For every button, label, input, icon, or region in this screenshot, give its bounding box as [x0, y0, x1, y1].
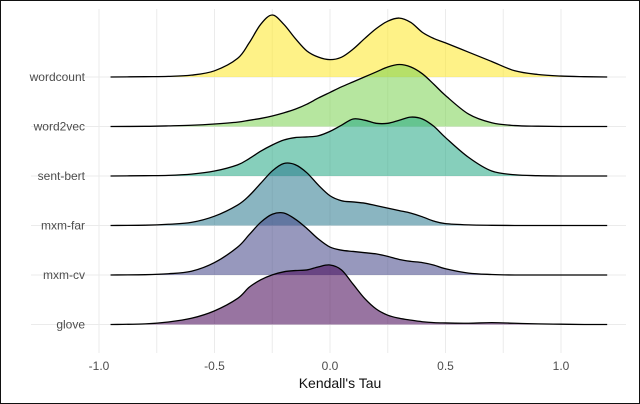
- ridge-area-glove: [110, 264, 608, 325]
- x-tick-label: 0.0: [322, 359, 339, 373]
- y-label-sent-bert: sent-bert: [38, 169, 86, 183]
- y-label-wordcount: wordcount: [29, 70, 86, 84]
- x-tick-labels: -1.0 -0.5 0.0 0.5 1.0: [89, 359, 570, 373]
- ridge-line-mxm-cv: [110, 211, 608, 276]
- ridge-area-wordcount: [110, 15, 608, 77]
- y-label-word2vec: word2vec: [33, 120, 85, 134]
- x-tick-label: 1.0: [553, 359, 570, 373]
- x-tick-label: -0.5: [204, 359, 225, 373]
- y-label-mxm-cv: mxm-cv: [43, 268, 85, 282]
- ridge-line-word2vec: [110, 63, 608, 128]
- ridge-line-wordcount: [110, 14, 608, 78]
- ridge-area-sent-bert: [110, 117, 608, 177]
- ridge-line-mxm-far: [110, 162, 608, 227]
- ridge-line-sent-bert: [110, 116, 608, 177]
- ridges: [110, 14, 608, 326]
- x-tick-label: 0.5: [437, 359, 454, 373]
- x-axis-title: Kendall's Tau: [299, 375, 382, 391]
- ridge-area-mxm-cv: [110, 212, 608, 276]
- ridge-line-glove: [110, 264, 608, 326]
- x-tick-label: -1.0: [89, 359, 110, 373]
- ridge-area-mxm-far: [110, 163, 608, 226]
- y-category-labels: wordcount word2vec sent-bert mxm-far mxm-cv g…: [29, 70, 86, 332]
- ridge-area-word2vec: [110, 64, 608, 127]
- y-label-mxm-far: mxm-far: [41, 219, 85, 233]
- y-label-glove: glove: [56, 318, 85, 332]
